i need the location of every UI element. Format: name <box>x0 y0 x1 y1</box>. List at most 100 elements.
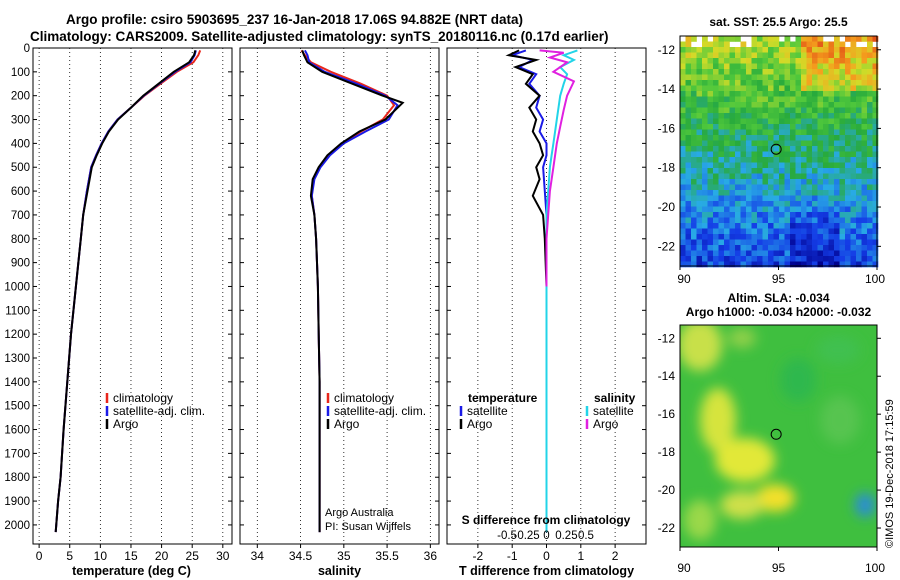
legend-label: satellite-adj. clim. <box>334 404 426 418</box>
y-tick-label: 800 <box>11 234 30 246</box>
y-tick-label: 1900 <box>4 496 30 508</box>
y-tick-label: -14 <box>658 82 676 96</box>
x-tick-label: 36 <box>424 549 438 563</box>
top-axis-tick-label: 0 <box>543 530 549 542</box>
panel-difference: -2 -1 0 1 2T difference from climatology temp… <box>446 47 647 578</box>
y-tick-label: 1700 <box>4 448 30 460</box>
y-tick-label: -18 <box>658 161 676 175</box>
x-axis-label: salinity <box>318 564 361 578</box>
top-axis-tick-label: -0.25 <box>513 530 539 542</box>
legend-label: satellite <box>593 404 634 418</box>
legend-label: Argo <box>113 417 139 431</box>
series-line-argo <box>301 50 405 533</box>
x-tick-label: 1 <box>577 549 584 563</box>
y-tick-label: 1500 <box>4 401 30 413</box>
x-axis-label: temperature (deg C) <box>72 564 191 578</box>
y-tick-label: 1300 <box>4 353 30 365</box>
y-tick-label: 1400 <box>4 377 30 389</box>
x-tick-label: 100 <box>865 272 885 286</box>
x-tick-label: 34.5 <box>289 549 313 563</box>
sla-field <box>680 325 877 547</box>
x-tick-label: -2 <box>473 549 484 563</box>
x-tick-label: 100 <box>865 561 885 575</box>
y-tick-label: -20 <box>658 483 676 497</box>
x-tick-label: 5 <box>66 549 73 563</box>
series-line-argo <box>54 50 197 533</box>
x-tick-label: 35.5 <box>375 549 399 563</box>
map-panels: sat. SST: 25.5 Argo: 25.5 -12 -14 -16 -18 -20… <box>658 15 886 575</box>
y-tick-label: 400 <box>11 138 30 150</box>
y-tick-label: -16 <box>658 407 676 421</box>
legend-label: Argo <box>467 417 493 431</box>
x-tick-label: -1 <box>507 549 518 563</box>
y-tick-label: 1000 <box>4 281 30 293</box>
y-tick-label: 100 <box>11 67 30 79</box>
top-axis-label: S difference from climatology <box>462 513 631 527</box>
y-tick-label: -20 <box>658 200 676 214</box>
y-tick-label: 1600 <box>4 425 30 437</box>
y-tick-label: 500 <box>11 162 30 174</box>
legend-label: satellite <box>467 404 508 418</box>
annotation-line2: PI: Susan Wijffels <box>325 521 411 533</box>
top-axis-tick-label: 0.25 <box>555 530 577 542</box>
sla-map-subtitle: Argo h1000: -0.034 h2000: -0.032 <box>686 305 872 319</box>
y-tick-label: -22 <box>658 239 676 253</box>
y-tick-label: -22 <box>658 521 676 535</box>
panel-salinity: 34 34.5 35 35.5 36 salinity climatologysatelli… <box>239 47 440 578</box>
sst-map-title: sat. SST: 25.5 Argo: 25.5 <box>709 15 848 29</box>
x-tick-label: 90 <box>677 561 691 575</box>
annotation-line1: Argo Australia <box>325 507 394 519</box>
legend-label: satellite-adj. clim. <box>113 404 205 418</box>
y-tick-label: 200 <box>11 91 30 103</box>
legend-label: Argo <box>593 417 619 431</box>
x-tick-label: 15 <box>124 549 138 563</box>
legend-heading-temperature: temperature <box>468 391 538 405</box>
y-tick-label: 300 <box>11 115 30 127</box>
sla-map-title: Altim. SLA: -0.034 <box>727 291 829 305</box>
y-tick-label: 1200 <box>4 329 30 341</box>
y-tick-label: 1800 <box>4 472 30 484</box>
map-sst: sat. SST: 25.5 Argo: 25.5 -12 -14 -16 -18 -20… <box>658 15 886 286</box>
y-tick-label: -14 <box>658 369 676 383</box>
panel-frame <box>239 47 440 545</box>
y-tick-label: -12 <box>658 43 676 57</box>
panel-frame <box>32 47 233 545</box>
y-tick-label: -12 <box>658 331 676 345</box>
y-tick-label: -16 <box>658 121 676 135</box>
x-tick-label: 35 <box>337 549 351 563</box>
x-tick-label: 0 <box>36 549 43 563</box>
y-tick-label: 900 <box>11 258 30 270</box>
x-tick-label: 10 <box>94 549 108 563</box>
argo-position-marker <box>770 143 782 155</box>
profile-panels: 0 5 10 15 20 25 300100200300400500600700800900… <box>4 43 647 578</box>
x-tick-label: 95 <box>772 561 786 575</box>
x-tick-label: 95 <box>772 272 786 286</box>
figure-title-line1: Argo profile: csiro 5903695_237 16-Jan-2… <box>66 12 523 27</box>
x-tick-label: 20 <box>155 549 169 563</box>
y-tick-label: 1100 <box>5 305 30 317</box>
x-tick-label: 0 <box>543 549 550 563</box>
y-tick-label: 0 <box>24 43 30 55</box>
x-tick-label: 2 <box>612 549 619 563</box>
legend-label: Argo <box>334 417 360 431</box>
argo-position-marker <box>770 428 782 440</box>
x-tick-label: 34 <box>251 549 265 563</box>
top-axis-tick-label: 0.5 <box>578 530 594 542</box>
y-tick-label: 700 <box>11 210 30 222</box>
series-line-salinity-argo <box>539 49 576 287</box>
x-tick-label: 25 <box>186 549 200 563</box>
x-axis-label: T difference from climatology <box>459 564 634 578</box>
legend-label: climatology <box>113 391 173 405</box>
y-tick-label: 600 <box>11 186 30 198</box>
y-tick-label: -18 <box>658 445 676 459</box>
top-axis-tick-label: -0.5 <box>497 530 517 542</box>
legend-heading-salinity: salinity <box>594 391 636 405</box>
panel-temperature: 0 5 10 15 20 25 300100200300400500600700800900… <box>4 43 233 578</box>
x-tick-label: 90 <box>677 272 691 286</box>
x-tick-label: 30 <box>216 549 230 563</box>
legend-label: climatology <box>334 391 394 405</box>
sst-heatmap-cells <box>680 36 879 268</box>
figure-title-line2: Climatology: CARS2009. Satellite-adjuste… <box>30 29 609 44</box>
